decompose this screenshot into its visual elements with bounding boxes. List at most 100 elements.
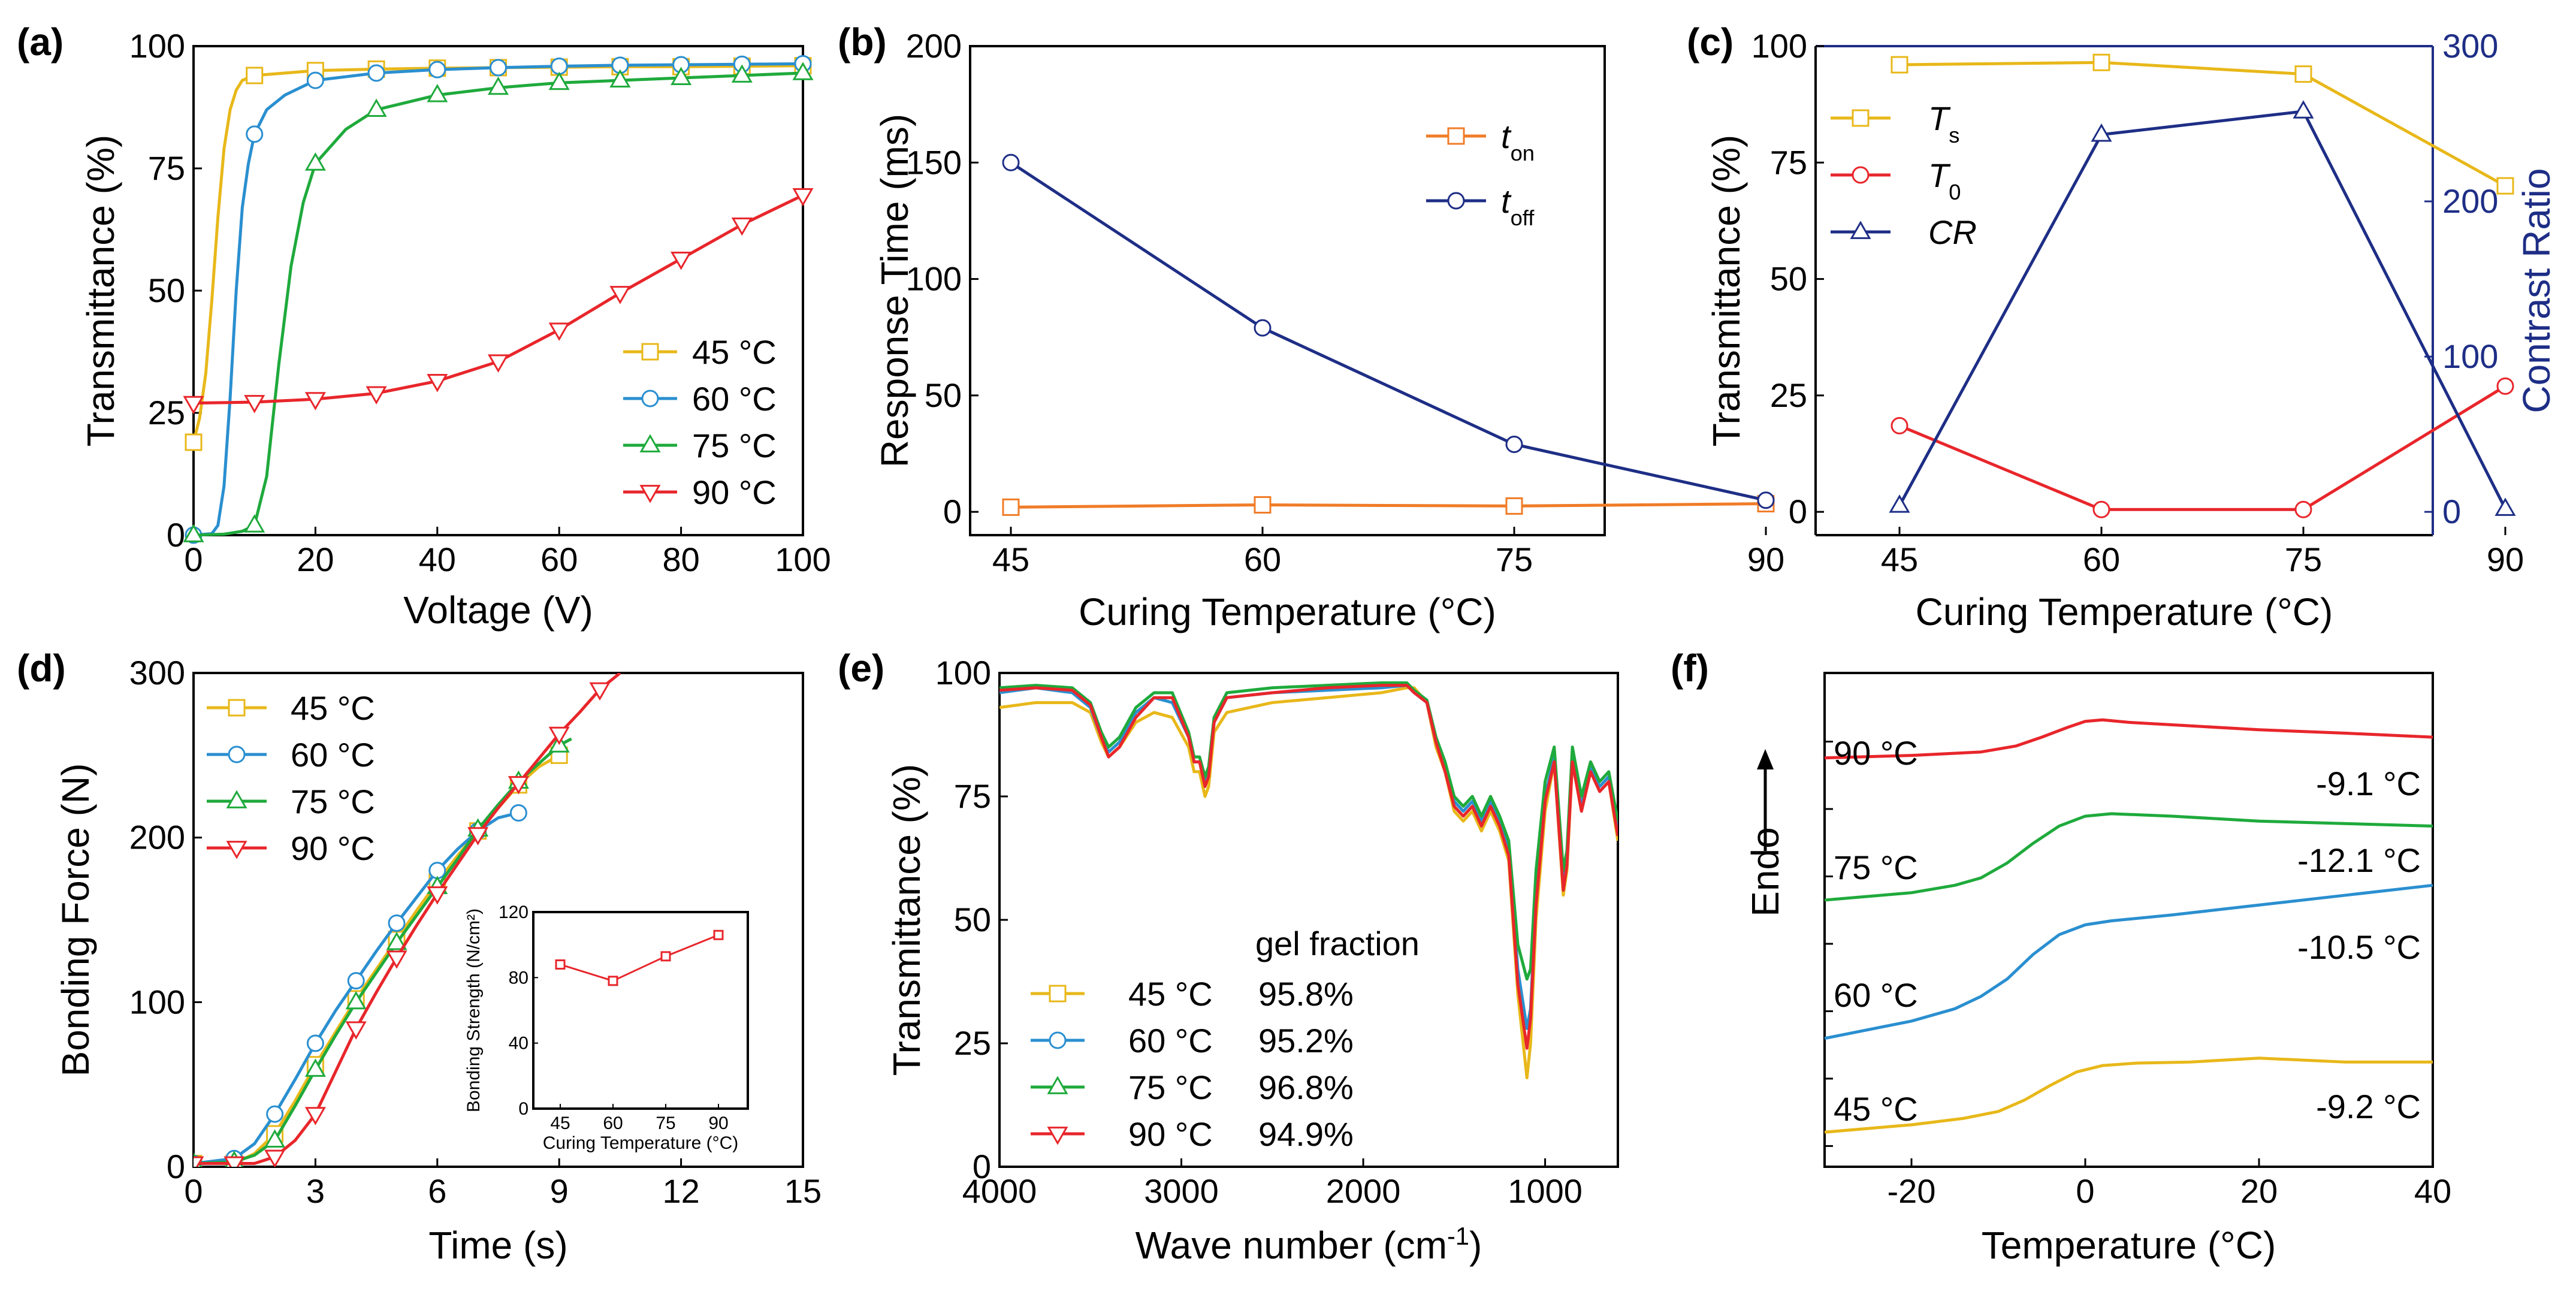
panel-a-series-2-point bbox=[792, 62, 814, 80]
panel-d-inset-x-tick-label: 90 bbox=[708, 1113, 728, 1133]
panel-c-series-1-point bbox=[2496, 377, 2514, 395]
panel-c-legend-label-part: T bbox=[1928, 99, 1951, 137]
panel-d-series-3-point bbox=[304, 1107, 326, 1125]
panel-b-series-0-point bbox=[1254, 496, 1272, 514]
panel-b-y-tick-label: 150 bbox=[906, 143, 962, 181]
panel-d-legend-label: 60 °C bbox=[291, 736, 375, 774]
panel-d-inset-point bbox=[555, 959, 566, 970]
panel-d-inset-point bbox=[608, 976, 618, 986]
panel-a-xlabel: Voltage (V) bbox=[403, 588, 593, 632]
panel-d-legend-marker bbox=[228, 699, 246, 717]
panel-a-series-1-point bbox=[367, 64, 385, 82]
panel-b-x-tick-label: 90 bbox=[1747, 541, 1784, 578]
panel-a-series-3-point bbox=[244, 395, 265, 413]
panel-e-ylabel: Transmittance (%) bbox=[885, 764, 928, 1076]
panel-d-series-3-point bbox=[345, 1021, 367, 1040]
panel-b-xlabel: Curing Temperature (°C) bbox=[1079, 590, 1496, 633]
panel-c-letter: (c) bbox=[1687, 20, 1734, 64]
panel-d-plot-area bbox=[194, 673, 621, 1167]
panel-b-series-1-point bbox=[1757, 491, 1775, 509]
panel-e-legend-marker bbox=[1049, 1031, 1067, 1049]
panel-d-x-tick-label: 12 bbox=[662, 1172, 699, 1210]
panel-a-series-2-point bbox=[427, 83, 448, 102]
panel-c-legend-label-part: T bbox=[1928, 156, 1951, 194]
panel-a-series-1-point bbox=[306, 71, 324, 89]
panel-a-series-3-point bbox=[487, 354, 509, 373]
panel-d-y-tick-label: 200 bbox=[129, 819, 185, 856]
panel-a-series-2-point bbox=[304, 152, 326, 171]
panel-d-inset-x-tick-label: 75 bbox=[656, 1113, 675, 1133]
panel-c-yr-tick-label: 0 bbox=[2442, 493, 2461, 530]
panel-a-x-tick-label: 20 bbox=[297, 541, 334, 578]
panel-d-series-3-point bbox=[264, 1149, 286, 1167]
panel-a-series-2-point bbox=[244, 514, 265, 533]
panel-d-legend-marker bbox=[228, 745, 246, 763]
panel-c-series-0-point bbox=[2092, 53, 2110, 71]
panel-f-series-label: 60 °C bbox=[1834, 976, 1918, 1014]
panel-d-legend-marker bbox=[226, 790, 247, 808]
panel-b-legend-label-part: off bbox=[1511, 206, 1535, 230]
panel-d-series-1-point bbox=[388, 914, 406, 932]
panel-c-series-0-point bbox=[1891, 56, 1908, 74]
panel-d-inset-frame bbox=[532, 911, 749, 1110]
panel-b: 45 60 75 90 0 50 100 150 200 Curing Temperature (… bbox=[838, 20, 1784, 633]
panel-a-legend-label: 45 °C bbox=[692, 333, 777, 371]
panel-e-legend-gel-fraction: 95.8% bbox=[1258, 975, 1354, 1013]
panel-a-y-tick-label: 0 bbox=[167, 516, 185, 554]
panel-b-legend-label-part: on bbox=[1511, 141, 1535, 165]
panel-d-inset-x-tick-label: 45 bbox=[550, 1113, 570, 1133]
panel-c-legend-label: CR bbox=[1928, 213, 1977, 251]
panel-c-series-2-point bbox=[2091, 123, 2112, 142]
panel-a-series-3-point bbox=[671, 252, 692, 270]
panel-f-series-0-line bbox=[1824, 718, 2433, 760]
panel-f-series-label: 90 °C bbox=[1834, 734, 1918, 772]
panel-a-y-tick-label: 25 bbox=[148, 394, 185, 431]
panel-d-x-tick-label: 15 bbox=[784, 1172, 822, 1210]
panel-d-y-tick-label: 100 bbox=[129, 983, 185, 1021]
panel-c-yr-tick-label: 100 bbox=[2442, 337, 2498, 375]
panel-b-legend-label-part: t bbox=[1501, 182, 1512, 220]
panel-a-series-0-point bbox=[185, 433, 203, 451]
panel-d-legend-label: 75 °C bbox=[291, 783, 375, 820]
panel-c-ylabel: Transmittance (%) bbox=[1705, 135, 1748, 446]
panel-b-series-1-point bbox=[1002, 153, 1020, 171]
panel-d-series-3-point bbox=[548, 726, 570, 745]
panel-d-series-3-point bbox=[427, 886, 448, 905]
panel-a-series-2-line bbox=[193, 71, 804, 537]
panel-b-frame bbox=[969, 45, 1606, 536]
panel-c-x-tick-label: 45 bbox=[1881, 541, 1918, 578]
panel-b-letter: (b) bbox=[838, 20, 887, 64]
panel-c-ylabel-right: Contrast Ratio bbox=[2515, 168, 2558, 413]
panel-f-letter: (f) bbox=[1671, 647, 1709, 690]
panel-c-legend-label-part: 0 bbox=[1949, 180, 1961, 204]
panel-f-frame bbox=[1823, 672, 2434, 1168]
panel-e-y-tick-label: 25 bbox=[954, 1024, 991, 1062]
panel-b-series-1-point bbox=[1254, 319, 1272, 337]
panel-e-legend-label: 45 °C bbox=[1128, 975, 1213, 1013]
panel-e-legend-marker bbox=[1047, 1127, 1068, 1145]
panel-c-x-tick-label: 90 bbox=[2487, 541, 2524, 578]
panel-b-series-0-point bbox=[1002, 498, 1020, 516]
panel-a-series-3-point bbox=[366, 386, 387, 405]
panel-f-endo-arrow-icon bbox=[1757, 749, 1774, 769]
panel-b-legend-label-part: t bbox=[1501, 117, 1512, 155]
panel-d-series-3-point bbox=[194, 1156, 204, 1167]
panel-b-x-tick-label: 60 bbox=[1244, 541, 1281, 578]
panel-b-y-tick-label: 50 bbox=[925, 376, 962, 414]
panel-a-letter: (a) bbox=[17, 20, 64, 64]
panel-d-series-2-point bbox=[264, 1129, 286, 1148]
panel-a-series-3-point bbox=[792, 188, 814, 207]
panel-c-legend-marker bbox=[1852, 166, 1870, 184]
panel-a-series-2-point bbox=[183, 524, 204, 542]
panel-e: 4000 3000 2000 1000 0 25 50 75 100 Wave number (c… bbox=[838, 647, 1619, 1267]
panel-d-legend-marker bbox=[226, 841, 247, 859]
panel-c-series-0-point bbox=[2294, 65, 2312, 83]
panel-f-series-label: 75 °C bbox=[1834, 849, 1918, 886]
panel-d-x-tick-label: 0 bbox=[184, 1172, 203, 1210]
panel-d-series-2-point bbox=[345, 991, 367, 1010]
panel-f-series-annotation: -12.1 °C bbox=[2297, 841, 2421, 879]
panel-c-xlabel: Curing Temperature (°C) bbox=[1916, 590, 2333, 633]
panel-d-series-3-point bbox=[386, 950, 407, 969]
panel-d-inset-y-tick-label: 40 bbox=[509, 1034, 529, 1053]
